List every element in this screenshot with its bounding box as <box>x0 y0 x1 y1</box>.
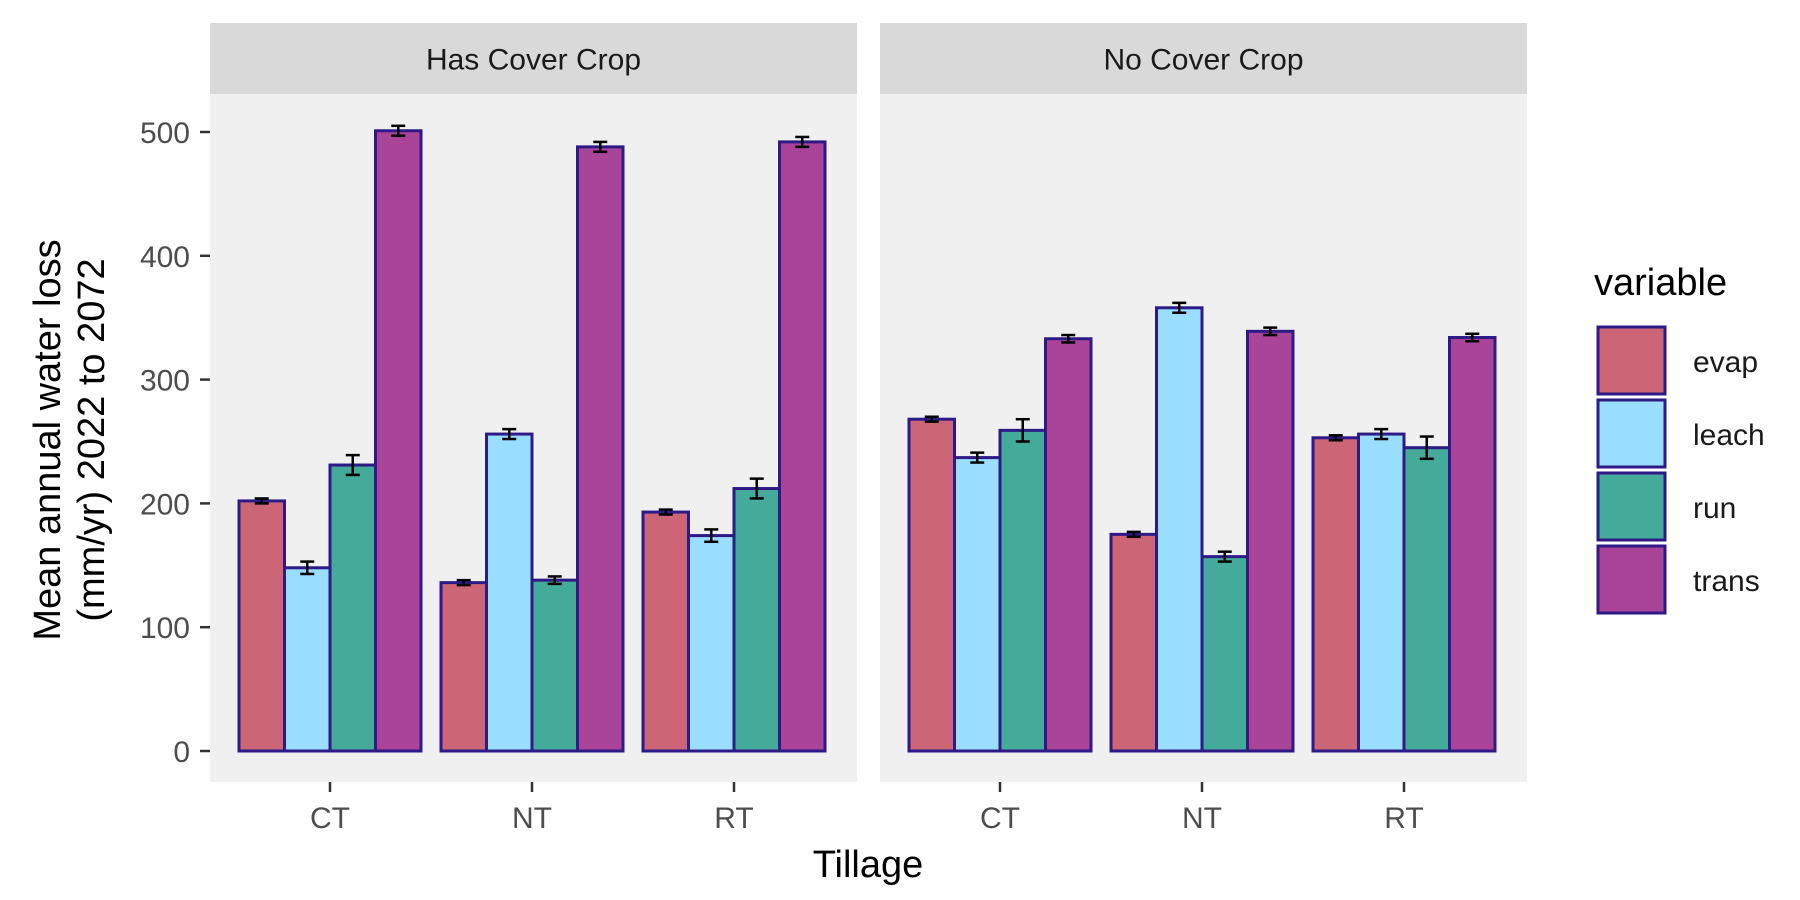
y-tick-label: 0 <box>173 736 190 769</box>
bar-run <box>998 428 1047 753</box>
y-tick-label: 100 <box>140 612 190 645</box>
legend-swatch-leach <box>1596 398 1667 469</box>
legend: variable evap leach run trans <box>1594 262 1765 615</box>
y-tick-label: 200 <box>140 488 190 521</box>
bar-leach <box>283 566 332 753</box>
legend-label-evap: evap <box>1693 346 1758 379</box>
legend-swatch-evap <box>1596 325 1667 396</box>
bar-evap <box>641 510 690 753</box>
y-tick-label: 500 <box>140 117 190 150</box>
y-axis-title-line: Mean annual water loss <box>27 239 69 640</box>
bar-evap <box>1311 436 1360 753</box>
bar-run <box>328 463 377 753</box>
bar-evap <box>907 417 956 753</box>
bar-evap <box>237 499 286 753</box>
x-tick-label: NT <box>512 802 552 835</box>
bar-trans <box>778 140 827 753</box>
bar-evap <box>439 581 488 753</box>
chart-marks <box>237 124 1497 753</box>
x-tick-label: CT <box>980 802 1020 835</box>
bar-leach <box>1155 306 1204 753</box>
bar-trans <box>576 145 625 753</box>
y-tick-label: 400 <box>140 241 190 274</box>
x-axis-title: Tillage <box>813 844 924 886</box>
bar-trans <box>1044 337 1093 753</box>
bar-evap <box>1109 532 1158 753</box>
bar-trans <box>1448 336 1497 753</box>
x-tick-label: NT <box>1182 802 1222 835</box>
bar-run <box>1200 555 1249 753</box>
bar-trans <box>374 129 423 753</box>
legend-label-trans: trans <box>1693 565 1760 598</box>
bar-leach <box>953 456 1002 753</box>
y-axis-title: Mean annual water loss(mm/yr) 2022 to 20… <box>27 239 113 640</box>
legend-swatch-trans <box>1596 544 1667 615</box>
bar-leach <box>485 432 534 753</box>
bar-leach <box>1357 432 1406 753</box>
x-tick-label: RT <box>1384 802 1423 835</box>
legend-label-leach: leach <box>1693 419 1765 452</box>
chart-axes: 0 100 200 300 400 500 CT NT RT CT NT RT Tillage Mean … <box>27 117 1424 886</box>
bar-run <box>530 578 579 753</box>
facet-label: Has Cover Crop <box>426 44 641 77</box>
legend-label-run: run <box>1693 492 1736 525</box>
y-axis-title-line: (mm/yr) 2022 to 2072 <box>71 258 113 621</box>
facet-strip-1 <box>210 23 857 94</box>
facet-label: No Cover Crop <box>1103 44 1303 77</box>
bar-run <box>732 487 781 753</box>
facet-strip-2 <box>880 23 1527 94</box>
bar-run <box>1402 446 1451 753</box>
legend-title: variable <box>1594 262 1727 304</box>
legend-swatch-run <box>1596 471 1667 542</box>
y-tick-label: 300 <box>140 365 190 398</box>
x-tick-label: CT <box>310 802 350 835</box>
bar-leach <box>687 534 736 753</box>
bar-trans <box>1246 329 1295 753</box>
x-tick-label: RT <box>714 802 753 835</box>
